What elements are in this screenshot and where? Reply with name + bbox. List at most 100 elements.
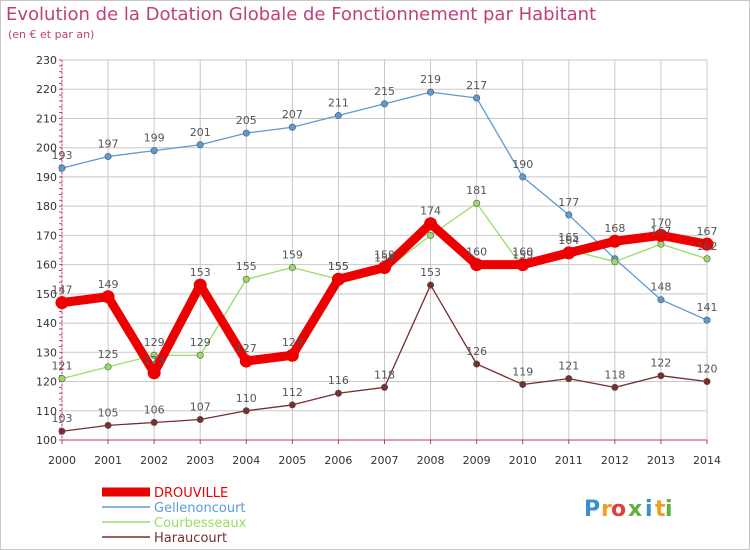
y-tick-label: 140 [36,317,57,330]
data-label-haraucourt: 116 [328,374,349,387]
data-label-drouville: 160 [512,246,533,259]
data-label-courbesseaux: 125 [98,348,119,361]
data-label-drouville: 149 [98,278,119,291]
point-haraucourt [519,380,527,388]
data-label-gellenoncourt: 148 [650,281,671,294]
x-tick-label: 2007 [371,454,399,467]
data-labels: 193 197 199 201 205 207 211 215 219 217 190 177 148 1… [52,73,718,425]
point-gellenoncourt [519,173,527,181]
data-label-gellenoncourt: 211 [328,97,349,110]
data-label-drouville: 174 [420,205,441,218]
data-label-haraucourt: 126 [466,345,487,358]
point-gellenoncourt [150,147,158,155]
point-drouville [470,258,484,272]
y-tick-label: 100 [36,434,57,447]
point-gellenoncourt [58,164,66,172]
point-drouville [239,354,253,368]
data-label-gellenoncourt: 199 [144,132,165,145]
point-drouville [654,228,668,242]
logo-letter: i [645,497,653,522]
data-label-gellenoncourt: 193 [52,149,73,162]
data-label-haraucourt: 110 [236,392,257,405]
point-gellenoncourt [334,112,342,120]
point-drouville [516,258,530,272]
point-gellenoncourt [427,88,435,96]
point-drouville [285,348,299,362]
point-courbesseaux [611,258,619,266]
data-label-haraucourt: 120 [697,363,718,376]
point-haraucourt [565,375,573,383]
point-drouville [193,278,207,292]
x-tick-label: 2013 [647,454,675,467]
data-label-courbesseaux: 158 [374,251,395,264]
point-haraucourt [288,401,296,409]
data-label-gellenoncourt: 215 [374,85,395,98]
data-label-drouville: 164 [558,234,579,247]
data-label-gellenoncourt: 141 [697,301,718,314]
data-label-gellenoncourt: 207 [282,108,303,121]
point-haraucourt [473,360,481,368]
x-tick-label: 2008 [417,454,445,467]
data-label-gellenoncourt: 177 [558,196,579,209]
data-label-haraucourt: 107 [190,401,211,414]
data-label-courbesseaux: 155 [328,260,349,273]
data-label-drouville: 147 [52,284,73,297]
point-haraucourt [58,427,66,435]
data-label-gellenoncourt: 197 [98,137,119,150]
logo-letter: P [584,497,600,522]
data-label-haraucourt: 105 [98,406,119,419]
data-label-drouville: 129 [282,336,303,349]
point-haraucourt [334,389,342,397]
point-gellenoncourt [288,123,296,131]
data-label-gellenoncourt: 190 [512,158,533,171]
point-gellenoncourt [565,211,573,219]
point-gellenoncourt [473,94,481,102]
point-haraucourt [196,416,204,424]
point-courbesseaux [427,231,435,239]
data-label-courbesseaux: 129 [190,336,211,349]
point-courbesseaux [104,363,112,371]
legend-label-gellenoncourt: Gellenoncourt [154,501,246,516]
y-tick-label: 190 [36,171,57,184]
data-label-courbesseaux: 121 [52,360,73,373]
point-haraucourt [427,281,435,289]
y-tick-label: 230 [36,54,57,67]
series-layer [55,88,714,435]
chart-title: Evolution de la Dotation Globale de Fonc… [6,4,597,25]
point-courbesseaux [196,351,204,359]
point-gellenoncourt [657,296,665,304]
point-drouville [700,237,714,251]
point-gellenoncourt [242,129,250,137]
point-haraucourt [242,407,250,415]
point-drouville [562,246,576,260]
data-label-gellenoncourt: 219 [420,73,441,86]
x-tick-label: 2002 [140,454,168,467]
point-gellenoncourt [196,141,204,149]
x-tick-label: 2010 [509,454,537,467]
x-tick-label: 2005 [278,454,306,467]
data-label-haraucourt: 153 [420,266,441,279]
point-courbesseaux [242,275,250,283]
legend-label-drouville: DROUVILLE [154,486,228,501]
logo-letter: x [628,497,642,522]
point-haraucourt [104,421,112,429]
point-drouville [331,272,345,286]
data-label-courbesseaux: 165 [558,231,579,244]
point-drouville [55,296,69,310]
y-tick-label: 160 [36,259,57,272]
data-label-gellenoncourt: 205 [236,114,257,127]
data-label-drouville: 153 [190,266,211,279]
point-haraucourt [657,372,665,380]
data-label-drouville: 127 [236,342,257,355]
y-tick-label: 120 [36,376,57,389]
x-tick-label: 2009 [463,454,491,467]
y-tick-label: 180 [36,200,57,213]
y-tick-label: 200 [36,142,57,155]
data-label-drouville: 155 [328,260,349,273]
axes: 100 110 120 130 140 150 160 170 180 190 200 210 220 2… [36,54,721,467]
data-label-haraucourt: 118 [604,368,625,381]
data-label-courbesseaux: 159 [282,249,303,262]
point-haraucourt [611,383,619,391]
logo-letter: t [655,497,666,522]
